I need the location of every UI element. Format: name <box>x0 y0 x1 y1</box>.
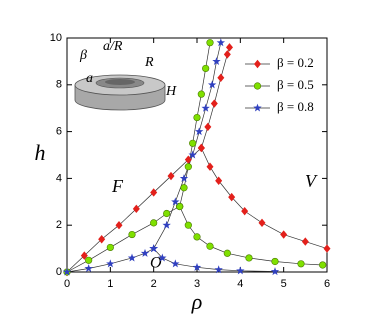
marker <box>204 122 212 132</box>
marker <box>245 254 253 262</box>
marker <box>210 99 218 108</box>
marker <box>184 221 192 229</box>
inset-label: a <box>86 71 93 86</box>
inset-label: H <box>165 84 177 99</box>
marker <box>206 162 214 171</box>
y-tick-label: 0 <box>56 266 62 278</box>
marker <box>216 38 226 47</box>
marker <box>197 143 205 153</box>
marker <box>215 176 223 185</box>
y-axis-label: h <box>35 140 46 165</box>
y-tick-label: 6 <box>56 126 62 138</box>
marker <box>212 57 221 65</box>
marker <box>226 43 233 52</box>
marker <box>150 219 158 227</box>
marker <box>150 188 158 197</box>
marker <box>202 64 210 73</box>
legend-marker <box>254 59 261 69</box>
x-tick-label: 0 <box>64 278 70 290</box>
marker <box>297 260 305 268</box>
legend-label: β = 0.5 <box>277 77 314 92</box>
marker <box>180 184 188 192</box>
x-tick-label: 3 <box>194 278 200 290</box>
marker <box>115 221 123 230</box>
marker <box>206 39 214 47</box>
marker <box>217 73 225 82</box>
inset-label: β <box>79 48 87 63</box>
marker <box>214 265 223 274</box>
marker <box>241 206 249 216</box>
region-label: V <box>305 171 318 191</box>
y-tick-label: 2 <box>56 219 62 231</box>
x-tick-label: 1 <box>107 278 113 290</box>
marker <box>223 50 231 59</box>
marker <box>132 204 140 214</box>
marker <box>301 237 309 246</box>
marker <box>270 267 280 276</box>
marker <box>193 233 201 241</box>
marker <box>194 127 204 136</box>
marker <box>62 267 72 276</box>
marker <box>149 244 158 253</box>
inset-washer <box>74 74 166 111</box>
marker <box>188 150 197 159</box>
x-tick-label: 6 <box>324 278 330 290</box>
inset-label: R <box>144 55 154 70</box>
marker <box>106 243 114 252</box>
legend-marker <box>253 82 262 90</box>
region-label: F <box>111 176 124 196</box>
inset-label: a/R <box>103 39 123 54</box>
marker <box>197 90 205 98</box>
marker <box>193 113 201 122</box>
marker <box>236 266 245 275</box>
marker <box>84 264 93 273</box>
marker <box>85 256 93 264</box>
marker <box>319 261 327 269</box>
marker <box>179 174 189 182</box>
x-tick-label: 5 <box>281 278 287 290</box>
marker <box>162 220 171 229</box>
marker <box>184 155 192 164</box>
marker <box>176 202 184 211</box>
marker <box>171 259 180 268</box>
x-tick-label: 4 <box>237 278 243 290</box>
marker <box>106 259 115 268</box>
marker <box>223 249 231 257</box>
legend-label: β = 0.2 <box>277 55 314 70</box>
x-axis-label: ρ <box>191 289 203 314</box>
legend-label: β = 0.8 <box>277 99 314 114</box>
marker <box>271 257 279 266</box>
marker <box>140 248 150 257</box>
marker <box>192 262 202 271</box>
marker <box>206 242 214 250</box>
marker <box>98 235 106 244</box>
marker <box>167 171 175 181</box>
y-tick-label: 4 <box>56 172 62 184</box>
marker <box>189 139 197 147</box>
marker <box>280 230 288 239</box>
marker <box>158 253 167 262</box>
marker <box>171 197 180 206</box>
y-tick-label: 8 <box>56 79 62 91</box>
marker <box>201 103 210 112</box>
marker <box>323 244 331 253</box>
legend-marker <box>253 103 262 112</box>
marker <box>163 209 171 218</box>
region-label: O <box>150 255 162 272</box>
marker <box>80 251 88 260</box>
y-tick-label: 10 <box>50 32 62 44</box>
marker <box>184 163 192 171</box>
marker <box>258 218 266 228</box>
marker <box>128 230 136 239</box>
marker <box>127 253 137 262</box>
marker <box>207 80 217 89</box>
marker <box>228 192 236 202</box>
x-tick-label: 2 <box>151 278 157 290</box>
